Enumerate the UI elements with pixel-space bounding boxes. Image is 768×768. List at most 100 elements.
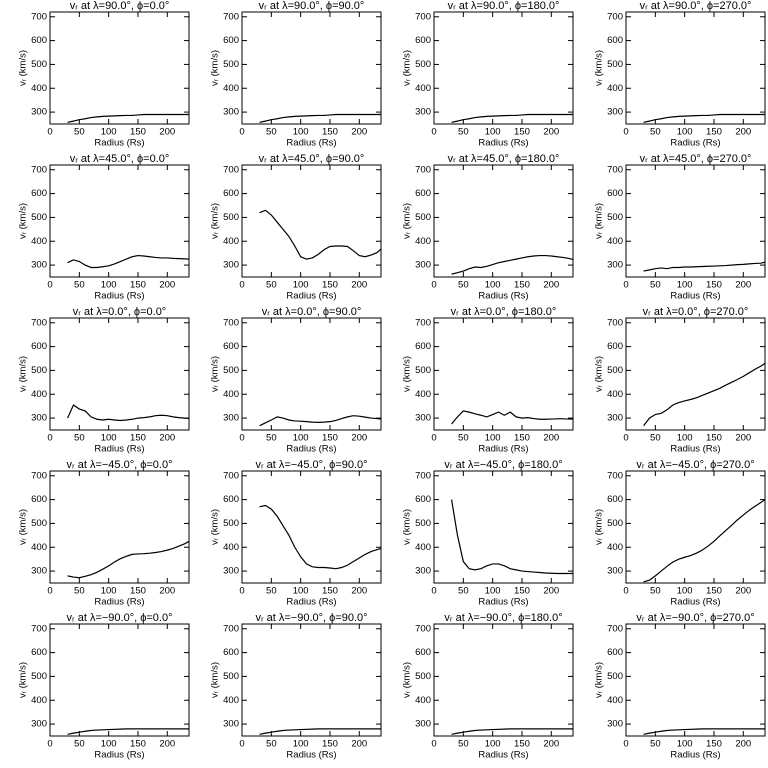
x-tick-label: 200 [159, 586, 175, 597]
x-tick-label: 150 [514, 127, 530, 138]
y-tick-label: 400 [415, 389, 431, 400]
y-tick-label: 600 [415, 647, 431, 658]
y-tick-label: 500 [607, 365, 623, 376]
y-tick-label: 600 [223, 341, 239, 352]
panel: vᵣ at λ=−45.0°, ϕ=0.0° Radius (Rs) vᵣ (km/… [18, 459, 190, 608]
y-tick-label: 500 [31, 365, 47, 376]
panel: vᵣ at λ=−45.0°, ϕ=90.0° Radius (Rs) vᵣ (km… [210, 459, 382, 608]
y-tick-label: 400 [31, 542, 47, 553]
y-tick-label: 600 [607, 35, 623, 46]
y-tick-label: 600 [31, 647, 47, 658]
y-axis-label: vᵣ (km/s) [594, 203, 605, 239]
y-axis-label: vᵣ (km/s) [210, 509, 221, 545]
x-tick-label: 50 [650, 433, 661, 444]
y-tick-label: 300 [415, 719, 431, 730]
y-axis-label: vᵣ (km/s) [594, 662, 605, 698]
x-tick-label: 100 [485, 433, 501, 444]
x-tick-label: 50 [266, 739, 277, 750]
y-tick-label: 700 [415, 470, 431, 481]
plot-frame [433, 470, 574, 584]
data-line [451, 728, 573, 735]
x-tick-label: 50 [650, 280, 661, 291]
x-tick-label: 0 [47, 739, 52, 750]
y-tick-label: 300 [415, 566, 431, 577]
y-tick-label: 600 [31, 35, 47, 46]
y-axis-label: vᵣ (km/s) [18, 50, 29, 86]
x-tick-label: 150 [130, 586, 146, 597]
y-tick-label: 600 [31, 188, 47, 199]
x-tick-label: 150 [322, 280, 338, 291]
y-tick-label: 500 [31, 518, 47, 529]
x-tick-label: 150 [514, 280, 530, 291]
x-axis-label: Radius (Rs) [478, 138, 528, 149]
x-tick-label: 100 [677, 739, 693, 750]
x-tick-label: 200 [351, 739, 367, 750]
panel: vᵣ at λ=0.0°, ϕ=270.0° Radius (Rs) vᵣ (km/… [594, 306, 766, 455]
x-axis-label: Radius (Rs) [286, 444, 336, 455]
x-tick-label: 200 [735, 586, 751, 597]
x-tick-label: 50 [458, 127, 469, 138]
x-tick-label: 0 [431, 586, 436, 597]
x-tick-label: 200 [159, 433, 175, 444]
y-tick-label: 400 [223, 695, 239, 706]
plot-frame [241, 470, 382, 584]
plot-frame [433, 623, 574, 737]
panel-title: vᵣ at λ=90.0°, ϕ=270.0° [640, 0, 752, 12]
data-line [643, 499, 766, 583]
x-tick-label: 200 [543, 586, 559, 597]
x-tick-label: 200 [159, 280, 175, 291]
x-tick-label: 0 [431, 127, 436, 138]
y-tick-label: 700 [223, 317, 239, 328]
y-tick-label: 500 [415, 59, 431, 70]
x-tick-label: 100 [677, 280, 693, 291]
y-tick-label: 500 [223, 365, 239, 376]
panel: vᵣ at λ=45.0°, ϕ=90.0° Radius (Rs) vᵣ (km/… [210, 153, 382, 302]
y-axis-label: vᵣ (km/s) [18, 662, 29, 698]
panel: vᵣ at λ=−90.0°, ϕ=0.0° Radius (Rs) vᵣ (km/… [18, 612, 190, 761]
y-tick-label: 400 [223, 542, 239, 553]
x-tick-label: 200 [351, 433, 367, 444]
x-tick-label: 200 [351, 280, 367, 291]
panel-title: vᵣ at λ=−90.0°, ϕ=180.0° [444, 612, 562, 624]
panel: vᵣ at λ=45.0°, ϕ=270.0° Radius (Rs) vᵣ (km… [594, 153, 766, 302]
x-tick-label: 50 [266, 280, 277, 291]
data-line [67, 254, 190, 269]
x-tick-label: 100 [485, 280, 501, 291]
y-tick-label: 700 [31, 470, 47, 481]
y-tick-label: 500 [415, 212, 431, 223]
data-line [259, 209, 382, 260]
y-tick-label: 400 [607, 236, 623, 247]
y-axis-label: vᵣ (km/s) [402, 356, 413, 392]
plot-frame [433, 164, 574, 278]
y-tick-label: 400 [415, 83, 431, 94]
x-tick-label: 50 [74, 280, 85, 291]
plot-frame [433, 11, 574, 125]
x-axis-label: Radius (Rs) [478, 291, 528, 302]
x-tick-label: 0 [47, 280, 52, 291]
y-tick-label: 700 [223, 623, 239, 634]
y-tick-label: 700 [31, 11, 47, 22]
panel: vᵣ at λ=90.0°, ϕ=270.0° Radius (Rs) vᵣ (km… [594, 0, 766, 149]
x-tick-label: 150 [706, 127, 722, 138]
y-tick-label: 400 [607, 83, 623, 94]
x-tick-label: 150 [322, 433, 338, 444]
plot-frame [625, 11, 766, 125]
panel-title: vᵣ at λ=0.0°, ϕ=90.0° [262, 306, 362, 318]
x-tick-label: 0 [47, 433, 52, 444]
x-tick-label: 200 [543, 433, 559, 444]
y-tick-label: 300 [223, 413, 239, 424]
x-tick-label: 50 [74, 586, 85, 597]
panel-title: vᵣ at λ=−45.0°, ϕ=180.0° [444, 459, 562, 471]
y-tick-label: 500 [607, 59, 623, 70]
x-tick-label: 100 [293, 586, 309, 597]
x-tick-label: 200 [351, 127, 367, 138]
panel: vᵣ at λ=−90.0°, ϕ=270.0° Radius (Rs) vᵣ (k… [594, 612, 766, 761]
y-tick-label: 400 [223, 236, 239, 247]
plot-frame [49, 317, 190, 431]
y-tick-label: 500 [607, 518, 623, 529]
x-tick-label: 150 [130, 433, 146, 444]
y-tick-label: 300 [415, 260, 431, 271]
x-tick-label: 200 [735, 739, 751, 750]
x-tick-label: 50 [458, 586, 469, 597]
y-tick-label: 300 [223, 719, 239, 730]
